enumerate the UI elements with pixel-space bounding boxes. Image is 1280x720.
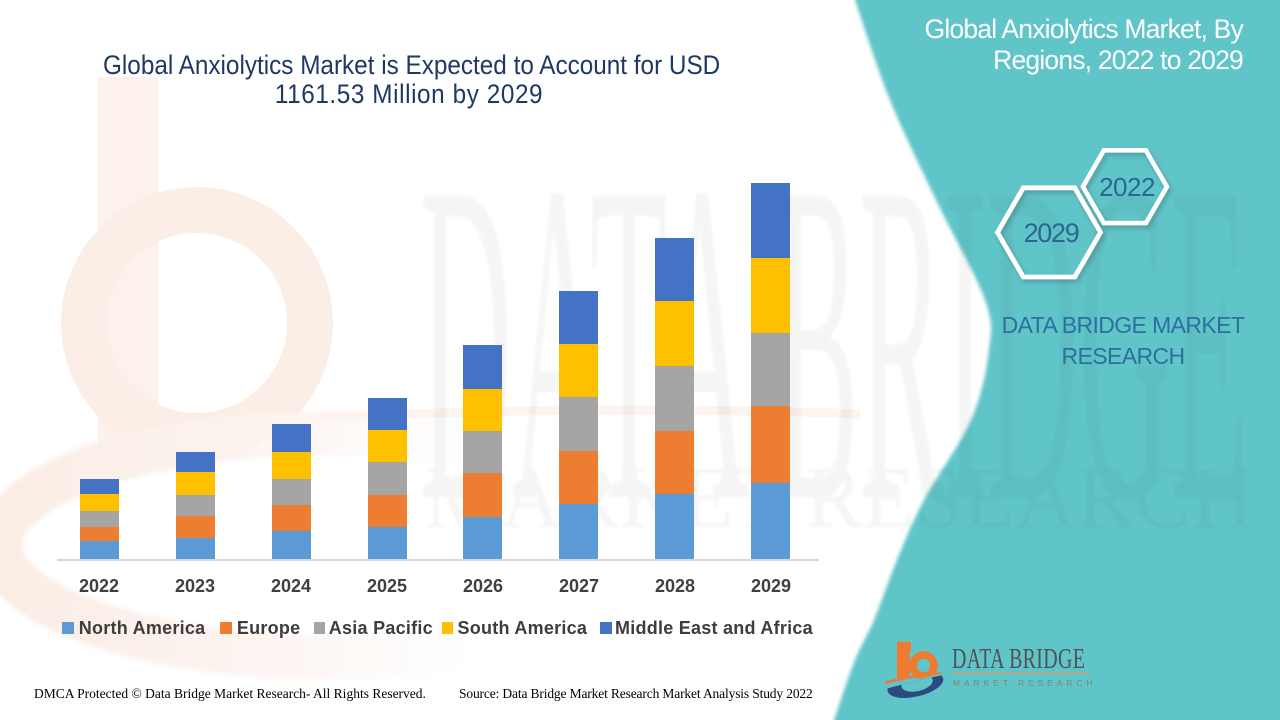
svg-text:MARKET RESEARCH: MARKET RESEARCH xyxy=(424,450,1253,547)
svg-text:DATA BRIDGE: DATA BRIDGE xyxy=(420,87,1248,597)
